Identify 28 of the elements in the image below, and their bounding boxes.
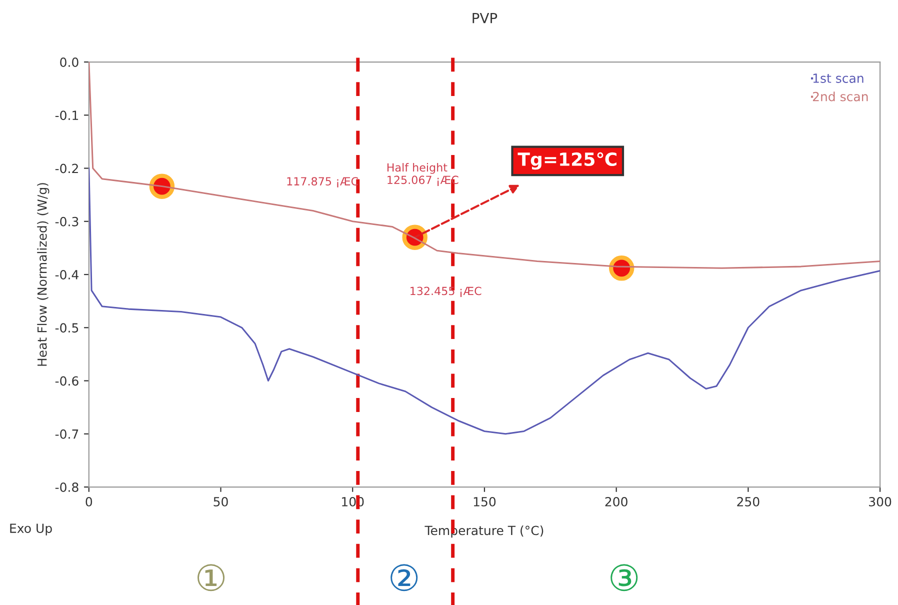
- x-axis-title: Temperature T (°C): [424, 526, 544, 538]
- point: [608, 256, 634, 281]
- x-tick-label: 200: [605, 496, 628, 506]
- text: ①: [198, 564, 225, 592]
- y-tick-label: -0.6: [55, 376, 78, 386]
- y-tick-label: -0.5: [55, 323, 78, 333]
- annotation: 132.455 ¡ÆC: [410, 286, 482, 298]
- y-axis-title: Heat Flow (Normalized) (W/g): [37, 183, 50, 366]
- x-tick-label: 250: [737, 496, 760, 506]
- x-tick-label: 0: [86, 496, 92, 506]
- y-tick-label: -0.3: [55, 216, 78, 226]
- text: ③: [610, 564, 638, 592]
- y-tick-label: -0.1: [55, 110, 78, 120]
- annotation: Tg=125℃: [518, 152, 616, 170]
- x-tick-label: 50: [214, 496, 228, 506]
- legend-label: 2nd scan: [812, 92, 868, 102]
- x-tick-label: 150: [474, 496, 496, 506]
- y-tick-label: -0.7: [55, 429, 78, 439]
- text: ②: [390, 564, 418, 592]
- y-tick-label: -0.4: [55, 270, 78, 280]
- y-tick-label: -0.2: [55, 164, 78, 174]
- point: [149, 174, 175, 199]
- text: Exo Up: [10, 524, 52, 536]
- chart-title: PVP: [472, 13, 498, 24]
- x-tick-label: 300: [869, 496, 892, 506]
- y-tick-label: 0.0: [60, 57, 78, 67]
- legend-label: 1st scan: [813, 74, 864, 83]
- y-tick-label: -0.8: [55, 482, 78, 492]
